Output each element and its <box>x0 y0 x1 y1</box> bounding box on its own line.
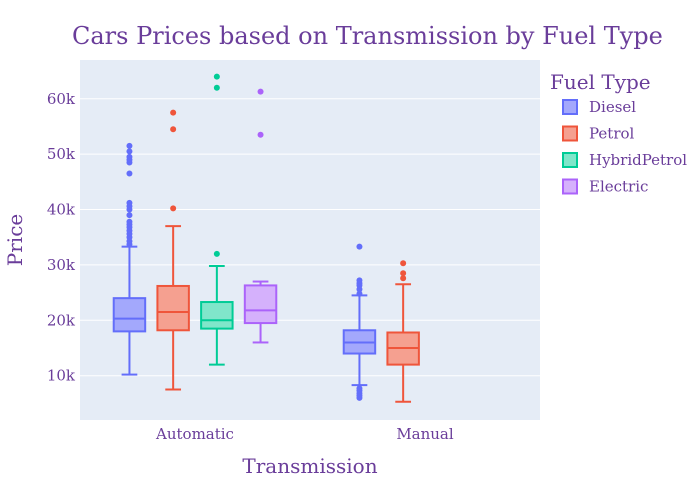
outlier-point <box>126 212 133 219</box>
legend-title: Fuel Type <box>550 70 651 94</box>
legend-label: Electric <box>589 178 648 196</box>
outlier-point <box>213 250 220 257</box>
outlier-point <box>257 88 264 95</box>
outlier-point <box>126 153 133 160</box>
legend-label: Petrol <box>589 125 635 143</box>
legend-swatch <box>562 152 578 168</box>
x-tick-label: Automatic <box>155 425 234 443</box>
outlier-point <box>126 142 133 149</box>
y-tick-label: 20k <box>47 311 76 329</box>
box-diesel-manual[interactable] <box>342 243 377 401</box>
legend-label: Diesel <box>589 98 636 116</box>
box-diesel-automatic[interactable] <box>112 142 147 376</box>
outlier-point <box>400 260 407 267</box>
box-electric-automatic[interactable] <box>243 88 278 344</box>
y-axis-ticks: 10k 20k 30k 40k 50k 60k <box>47 90 76 385</box>
outlier-point <box>170 109 177 116</box>
box-petrol-automatic[interactable] <box>156 109 190 391</box>
x-axis-ticks: Automatic Manual <box>155 425 454 443</box>
legend-swatch <box>562 125 578 142</box>
outlier-point <box>170 205 177 212</box>
y-tick-label: 30k <box>47 256 76 274</box>
x-axis-title: Transmission <box>242 454 377 478</box>
box-hybridpetrol-automatic[interactable] <box>200 73 234 366</box>
box-iqr <box>112 297 147 333</box>
outlier-point <box>400 275 407 282</box>
outlier-point <box>400 270 407 277</box>
box-iqr <box>200 301 234 330</box>
legend-item-petrol[interactable]: Petrol <box>562 125 635 143</box>
outlier-point <box>213 73 220 80</box>
outlier-point <box>356 385 363 392</box>
box-petrol-manual[interactable] <box>386 260 420 403</box>
outlier-point <box>170 126 177 133</box>
y-tick-label: 10k <box>47 367 76 385</box>
outlier-point <box>126 148 133 155</box>
outlier-point <box>356 243 363 250</box>
legend-swatch <box>562 178 578 195</box>
outlier-point <box>126 218 133 225</box>
legend-label: HybridPetrol <box>589 151 687 169</box>
outlier-point <box>257 131 264 138</box>
outlier-point <box>213 84 220 91</box>
legend-item-hybridpetrol[interactable]: HybridPetrol <box>562 151 687 169</box>
legend[interactable]: Diesel Petrol HybridPetrol Electric <box>562 98 687 196</box>
y-tick-label: 50k <box>47 145 76 163</box>
outlier-point <box>356 277 363 284</box>
legend-item-electric[interactable]: Electric <box>562 178 648 196</box>
legend-swatch <box>562 99 578 115</box>
y-axis-title: Price <box>3 214 27 266</box>
x-tick-label: Manual <box>396 425 454 443</box>
box-plots <box>112 73 420 403</box>
chart-title: Cars Prices based on Transmission by Fue… <box>72 22 663 50</box>
y-tick-label: 60k <box>47 90 76 108</box>
outlier-point <box>126 199 133 206</box>
plot-area <box>80 60 540 420</box>
legend-item-diesel[interactable]: Diesel <box>562 98 636 116</box>
box-iqr <box>156 284 190 332</box>
y-tick-label: 40k <box>47 201 76 219</box>
box-iqr <box>243 284 278 325</box>
outlier-point <box>356 290 363 297</box>
outlier-point <box>126 170 133 177</box>
